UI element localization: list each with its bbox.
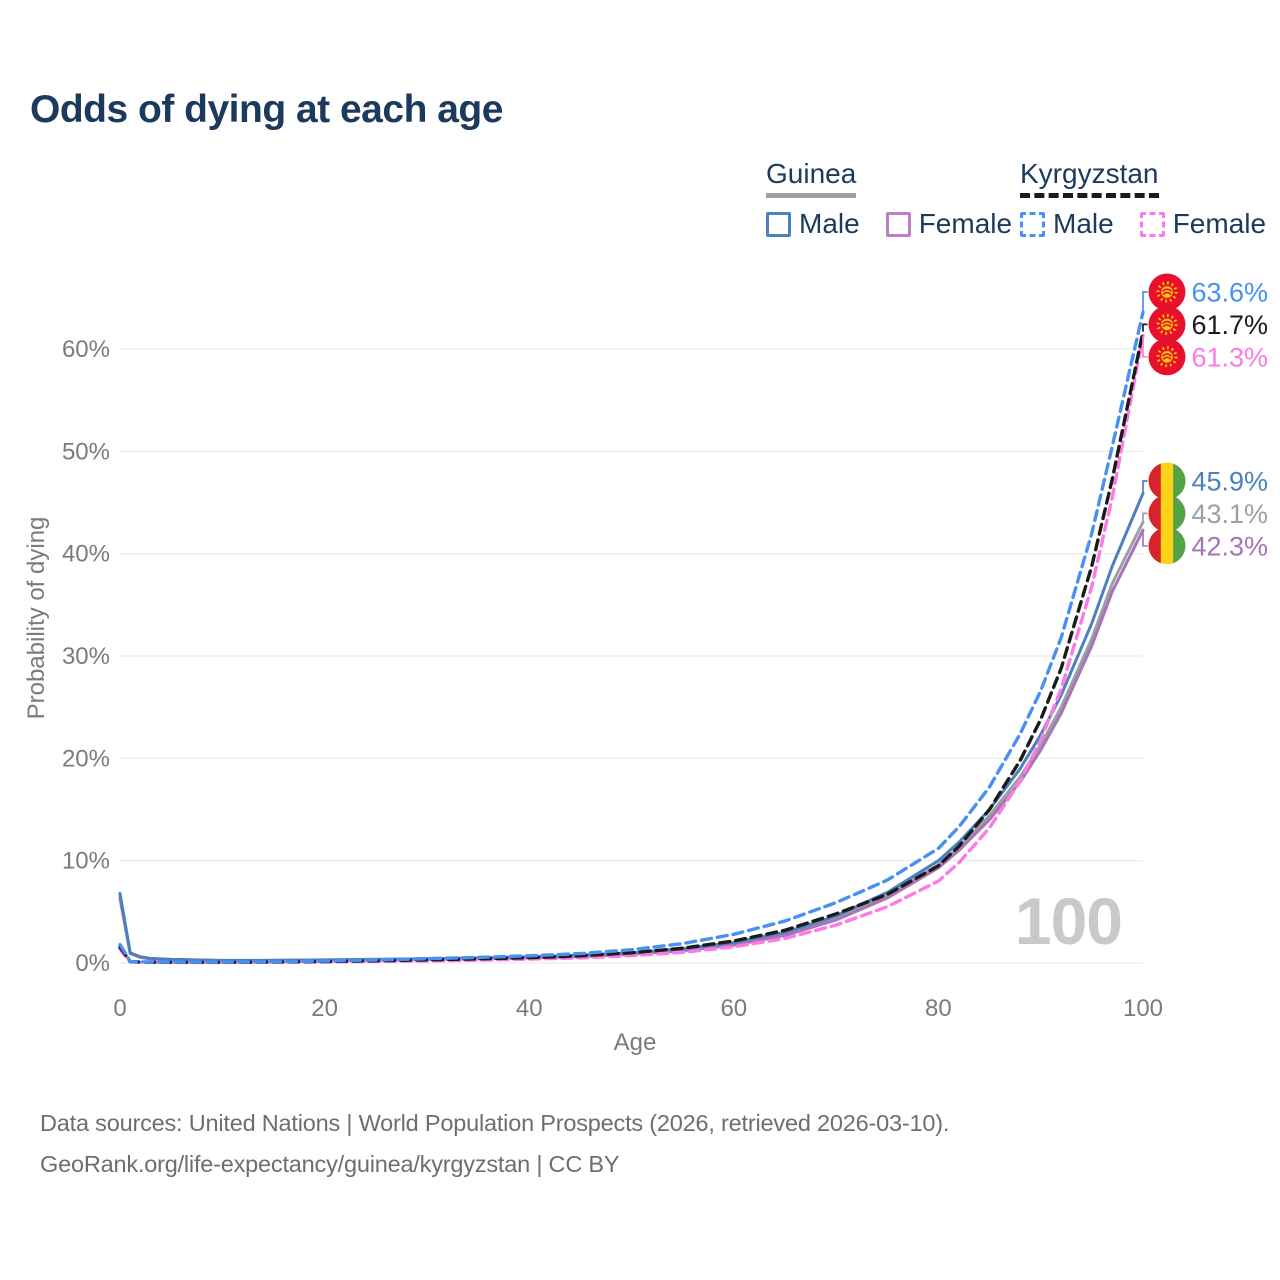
legend-item-kyrgyzstan-female[interactable]: Female <box>1139 208 1267 240</box>
legend-row-kyrgyzstan: Male Female <box>1020 208 1266 240</box>
legend-item-label: Male <box>1053 208 1114 239</box>
age-watermark: 100 <box>1015 884 1122 958</box>
series-line-kyrgyzstan-female <box>118 334 1145 965</box>
series-line-guinea-male <box>118 491 1145 962</box>
legend-item-label: Female <box>1172 208 1267 239</box>
x-tick-label: 0 <box>113 995 126 1022</box>
y-tick-label: 0% <box>75 950 110 977</box>
checkbox-icon[interactable] <box>766 211 791 237</box>
source-line: Data sources: United Nations | World Pop… <box>40 1110 950 1136</box>
label-connector-guinea-total <box>1142 512 1148 522</box>
x-tick-label: 100 <box>1123 995 1163 1022</box>
label-connector-guinea-male <box>1142 480 1148 494</box>
series-line-guinea-female <box>118 528 1145 963</box>
x-axis-title: Age <box>614 1029 657 1056</box>
end-label-kyrgyzstan-male: 63.6% <box>1192 278 1269 308</box>
y-tick-label: 20% <box>62 745 110 772</box>
end-label-kyrgyzstan-female: 61.3% <box>1192 342 1269 372</box>
y-tick-label: 30% <box>62 643 110 670</box>
data-source-note: Data sources: United Nations | World Pop… <box>40 1103 949 1185</box>
legend-country-guinea: Guinea <box>766 158 857 198</box>
end-label-guinea-total: 43.1% <box>1192 499 1269 529</box>
y-tick-label: 40% <box>62 541 110 568</box>
label-connector-guinea-female <box>1142 530 1148 547</box>
tick-layer: 0% 10% 20% 30% 40% 50% 60% 0 20 40 60 80 100 <box>62 336 1163 1022</box>
flag-icon-kyrgyzstan <box>1148 273 1186 311</box>
label-connector-kyrgyzstan-female <box>1142 335 1148 358</box>
page-title: Odds of dying at each age <box>30 88 503 131</box>
legend-row-guinea: Male Female <box>766 208 1012 240</box>
x-tick-label: 80 <box>925 995 952 1022</box>
attribution-line: GeoRank.org/life-expectancy/guinea/kyrgy… <box>40 1151 620 1177</box>
label-connector-kyrgyzstan-male <box>1142 291 1148 313</box>
checkbox-icon[interactable] <box>885 211 911 237</box>
y-tick-label: 10% <box>62 848 110 875</box>
legend-group-guinea: Guinea Male Female <box>766 158 1012 240</box>
y-tick-label: 50% <box>62 438 110 465</box>
x-tick-label: 60 <box>720 995 747 1022</box>
end-label-guinea-male: 45.9% <box>1192 467 1269 497</box>
series-layer <box>118 310 1145 965</box>
series-line-kyrgyzstan-male <box>118 310 1145 964</box>
legend-item-label: Female <box>918 208 1013 239</box>
series-line-guinea-total <box>118 520 1145 963</box>
legend-item-guinea-male[interactable]: Male <box>766 208 860 240</box>
flag-icon-guinea <box>1148 494 1186 532</box>
legend-group-kyrgyzstan: Kyrgyzstan Male Female <box>1020 158 1266 240</box>
end-label-layer: 45.9%43.1%42.3% 63.6%61.7%61.3% <box>1142 273 1269 565</box>
flag-icon-guinea <box>1148 527 1186 565</box>
legend-item-kyrgyzstan-male[interactable]: Male <box>1020 208 1114 240</box>
y-axis-title: Probability of dying <box>23 517 50 720</box>
series-line-kyrgyzstan-total <box>118 329 1145 964</box>
y-tick-label: 60% <box>62 336 110 363</box>
flag-icon-kyrgyzstan <box>1148 338 1186 376</box>
chart-canvas: 100 45.9%43.1%42.3% 63.6%61.7%61.3% 0% 10%… <box>23 273 1269 1056</box>
x-tick-label: 40 <box>516 995 543 1022</box>
grid-layer <box>120 348 1143 964</box>
flag-icon-kyrgyzstan <box>1148 305 1186 343</box>
checkbox-icon[interactable] <box>1020 211 1045 237</box>
x-tick-label: 20 <box>311 995 338 1022</box>
label-connector-kyrgyzstan-total <box>1142 323 1148 332</box>
end-label-guinea-female: 42.3% <box>1192 531 1269 561</box>
flag-icon-guinea <box>1148 462 1186 500</box>
legend-item-label: Male <box>799 208 860 239</box>
checkbox-icon[interactable] <box>1139 211 1165 237</box>
legend-country-kyrgyzstan: Kyrgyzstan <box>1020 158 1159 198</box>
end-label-kyrgyzstan-total: 61.7% <box>1192 310 1269 340</box>
legend-item-guinea-female[interactable]: Female <box>885 208 1013 240</box>
